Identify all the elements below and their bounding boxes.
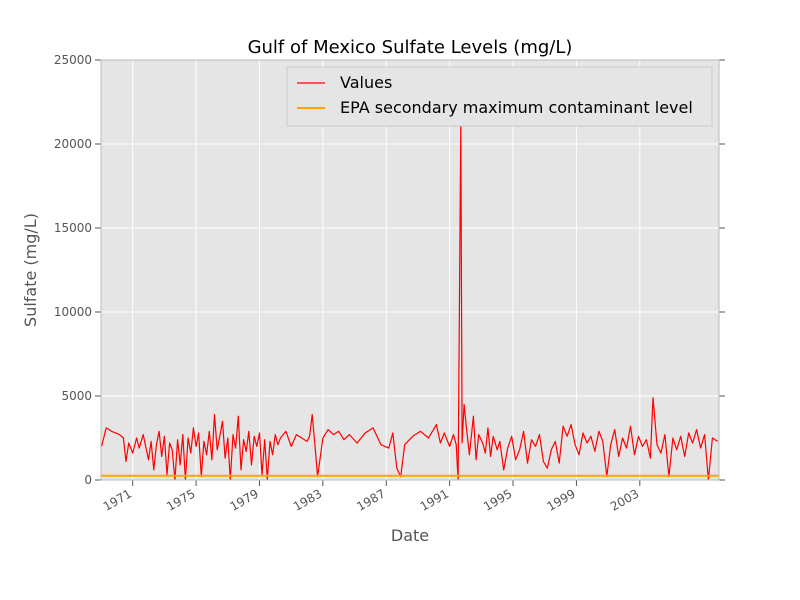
plot-frame (100, 59, 720, 481)
y-tick-label: 15000 (54, 221, 92, 235)
legend-label-1: EPA secondary maximum contaminant level (340, 98, 693, 117)
y-tick-label: 5000 (61, 389, 92, 403)
x-tick-label: 1991 (418, 486, 451, 513)
x-tick-label: 1999 (544, 486, 577, 513)
x-tick-label: 1995 (481, 486, 514, 513)
y-tick-label: 20000 (54, 137, 92, 151)
plot-background (101, 60, 719, 480)
x-tick-label: 1971 (101, 486, 134, 513)
y-tick-label: 25000 (54, 53, 92, 67)
x-tick-label: 1975 (164, 486, 197, 513)
chart-title: Gulf of Mexico Sulfate Levels (mg/L) (248, 37, 573, 58)
legend: Values EPA secondary maximum contaminant … (286, 66, 713, 127)
x-tick-label: 1983 (291, 486, 324, 513)
legend-label-0: Values (340, 73, 392, 92)
y-tick-label: 10000 (54, 305, 92, 319)
x-tick-label: 1987 (354, 486, 387, 513)
x-tick-label: 2003 (608, 486, 641, 513)
y-axis-label: Sulfate (mg/L) (21, 213, 40, 327)
plot-area (95, 59, 725, 486)
x-tick-label: 1979 (228, 486, 261, 513)
x-axis-label: Date (391, 526, 429, 545)
series-line-0 (101, 123, 719, 481)
legend-box (286, 66, 713, 127)
y-tick-label: 0 (84, 473, 92, 487)
